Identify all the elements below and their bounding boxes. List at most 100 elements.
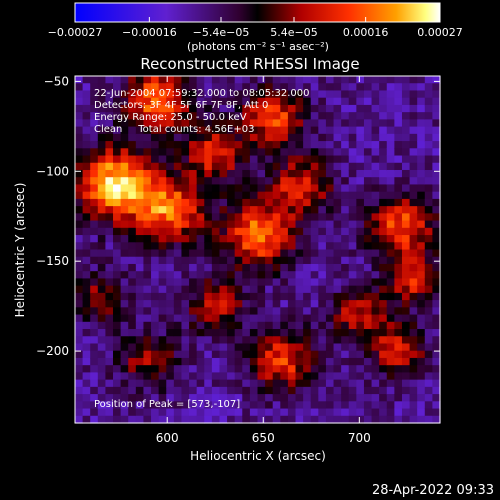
heatmap-cell [97, 343, 107, 352]
heatmap-cell [234, 256, 243, 265]
heatmap-cell [265, 394, 274, 402]
heatmap-cell [135, 162, 145, 171]
heatmap-cell [287, 415, 297, 424]
heatmap-cell [242, 307, 251, 316]
heatmap-cell [105, 278, 114, 287]
heatmap-cell [181, 386, 190, 395]
heatmap-cell [280, 321, 289, 330]
heatmap-cell [371, 213, 380, 222]
heatmap-cell [417, 249, 426, 258]
heatmap-cell [181, 83, 190, 92]
heatmap-cell [280, 350, 289, 359]
heatmap-cell [166, 191, 175, 200]
heatmap-cell [189, 184, 198, 193]
heatmap-cell [417, 83, 426, 92]
heatmap-cell [234, 141, 243, 149]
heatmap-cell [135, 177, 145, 186]
heatmap-cell [242, 263, 251, 272]
heatmap-cell [204, 83, 213, 92]
heatmap-cell [219, 141, 228, 149]
heatmap-cell [242, 408, 251, 417]
heatmap-cell [97, 76, 107, 84]
heatmap-cell [371, 126, 380, 135]
heatmap-cell [333, 148, 342, 157]
heatmap-cell [265, 372, 274, 381]
heatmap-cell [90, 184, 99, 193]
heatmap-cell [303, 408, 312, 417]
heatmap-cell [257, 372, 266, 381]
heatmap-cell [257, 336, 266, 345]
heatmap-cell [249, 271, 259, 280]
heatmap-cell [432, 148, 441, 157]
heatmap-cell [227, 126, 236, 135]
heatmap-cell [394, 104, 403, 113]
heatmap-cell [333, 83, 342, 92]
heatmap-cell [143, 263, 152, 272]
heatmap-cell [371, 235, 380, 243]
heatmap-cell [265, 220, 274, 229]
heatmap-cell [310, 227, 319, 236]
heatmap-cell [310, 256, 319, 265]
heatmap-cell [242, 220, 251, 229]
heatmap-cell [128, 162, 137, 171]
heatmap-cell [265, 256, 274, 265]
heatmap-cell [303, 256, 312, 265]
heatmap-cell [113, 343, 122, 352]
heatmap-cell [90, 220, 99, 229]
heatmap-cell [158, 379, 167, 388]
heatmap-cell [257, 401, 266, 410]
heatmap-cell [325, 155, 335, 164]
heatmap-cell [151, 336, 160, 345]
heatmap-cell [234, 307, 243, 316]
heatmap-cell [348, 126, 357, 135]
heatmap-cell [97, 314, 107, 323]
heatmap-cell [166, 415, 175, 424]
heatmap-cell [166, 83, 175, 92]
heatmap-cell [379, 206, 388, 214]
heatmap-cell [97, 119, 107, 128]
heatmap-cell [135, 307, 145, 316]
heatmap-cell [401, 162, 411, 171]
heatmap-cell [97, 184, 107, 193]
heatmap-cell [204, 119, 213, 128]
heatmap-cell [90, 394, 99, 402]
heatmap-cell [348, 343, 357, 352]
heatmap-cell [295, 263, 304, 272]
heatmap-cell [379, 271, 388, 280]
heatmap-cell [135, 126, 145, 135]
heatmap-cell [189, 213, 198, 222]
heatmap-cell [97, 278, 107, 287]
heatmap-cell [211, 148, 221, 157]
heatmap-cell [424, 285, 433, 294]
heatmap-cell [265, 242, 274, 251]
heatmap-cell [242, 155, 251, 164]
heatmap-cell [211, 155, 221, 164]
heatmap-cell [257, 90, 266, 99]
heatmap-cell [401, 206, 411, 214]
heatmap-cell [356, 415, 365, 424]
heatmap-cell [363, 285, 373, 294]
heatmap-cell [97, 285, 107, 294]
heatmap-cell [227, 90, 236, 99]
heatmap-cell [97, 97, 107, 106]
heatmap-cell [120, 278, 129, 287]
heatmap-cell [257, 155, 266, 164]
heatmap-cell [386, 126, 395, 135]
heatmap-cell [424, 408, 433, 417]
heatmap-cell [417, 263, 426, 272]
heatmap-cell [90, 307, 99, 316]
heatmap-cell [105, 336, 114, 345]
heatmap-cell [401, 141, 411, 149]
heatmap-cell [401, 126, 411, 135]
heatmap-cell [280, 148, 289, 157]
heatmap-cell [409, 314, 418, 323]
heatmap-cell [417, 119, 426, 128]
y-tick-label: −50 [44, 74, 69, 88]
heatmap-cell [401, 76, 411, 84]
heatmap-cell [348, 285, 357, 294]
heatmap-cell [318, 271, 327, 280]
heatmap-cell [401, 408, 411, 417]
heatmap-cell [333, 169, 342, 178]
heatmap-cell [196, 206, 205, 214]
heatmap-cell [135, 285, 145, 294]
